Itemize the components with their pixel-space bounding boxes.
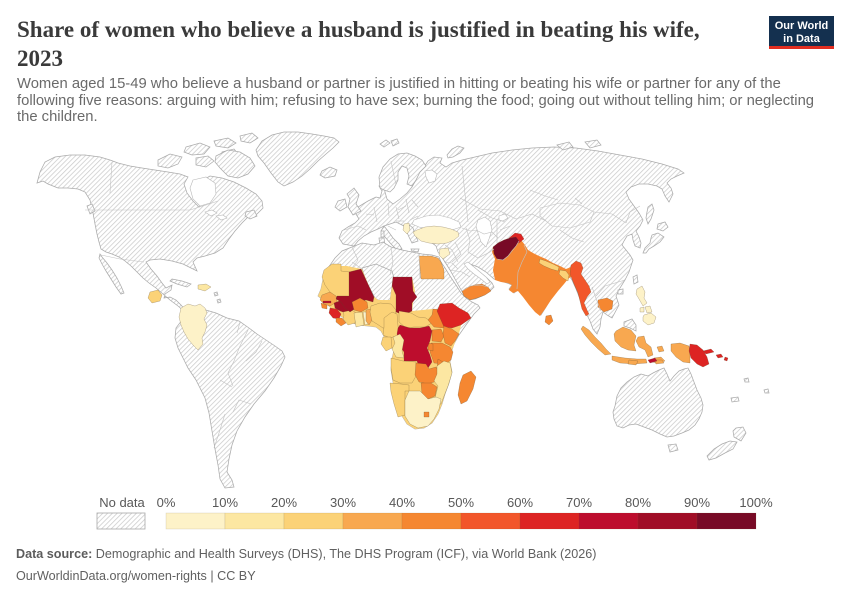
svg-text:10%: 10% — [212, 495, 238, 510]
svg-text:40%: 40% — [389, 495, 415, 510]
svg-text:30%: 30% — [330, 495, 356, 510]
svg-text:90%: 90% — [684, 495, 710, 510]
svg-text:80%: 80% — [625, 495, 651, 510]
svg-text:100%: 100% — [739, 495, 773, 510]
svg-text:70%: 70% — [566, 495, 592, 510]
svg-text:No data: No data — [99, 495, 145, 510]
svg-text:60%: 60% — [507, 495, 533, 510]
svg-text:20%: 20% — [271, 495, 297, 510]
svg-text:0%: 0% — [157, 495, 176, 510]
svg-text:50%: 50% — [448, 495, 474, 510]
